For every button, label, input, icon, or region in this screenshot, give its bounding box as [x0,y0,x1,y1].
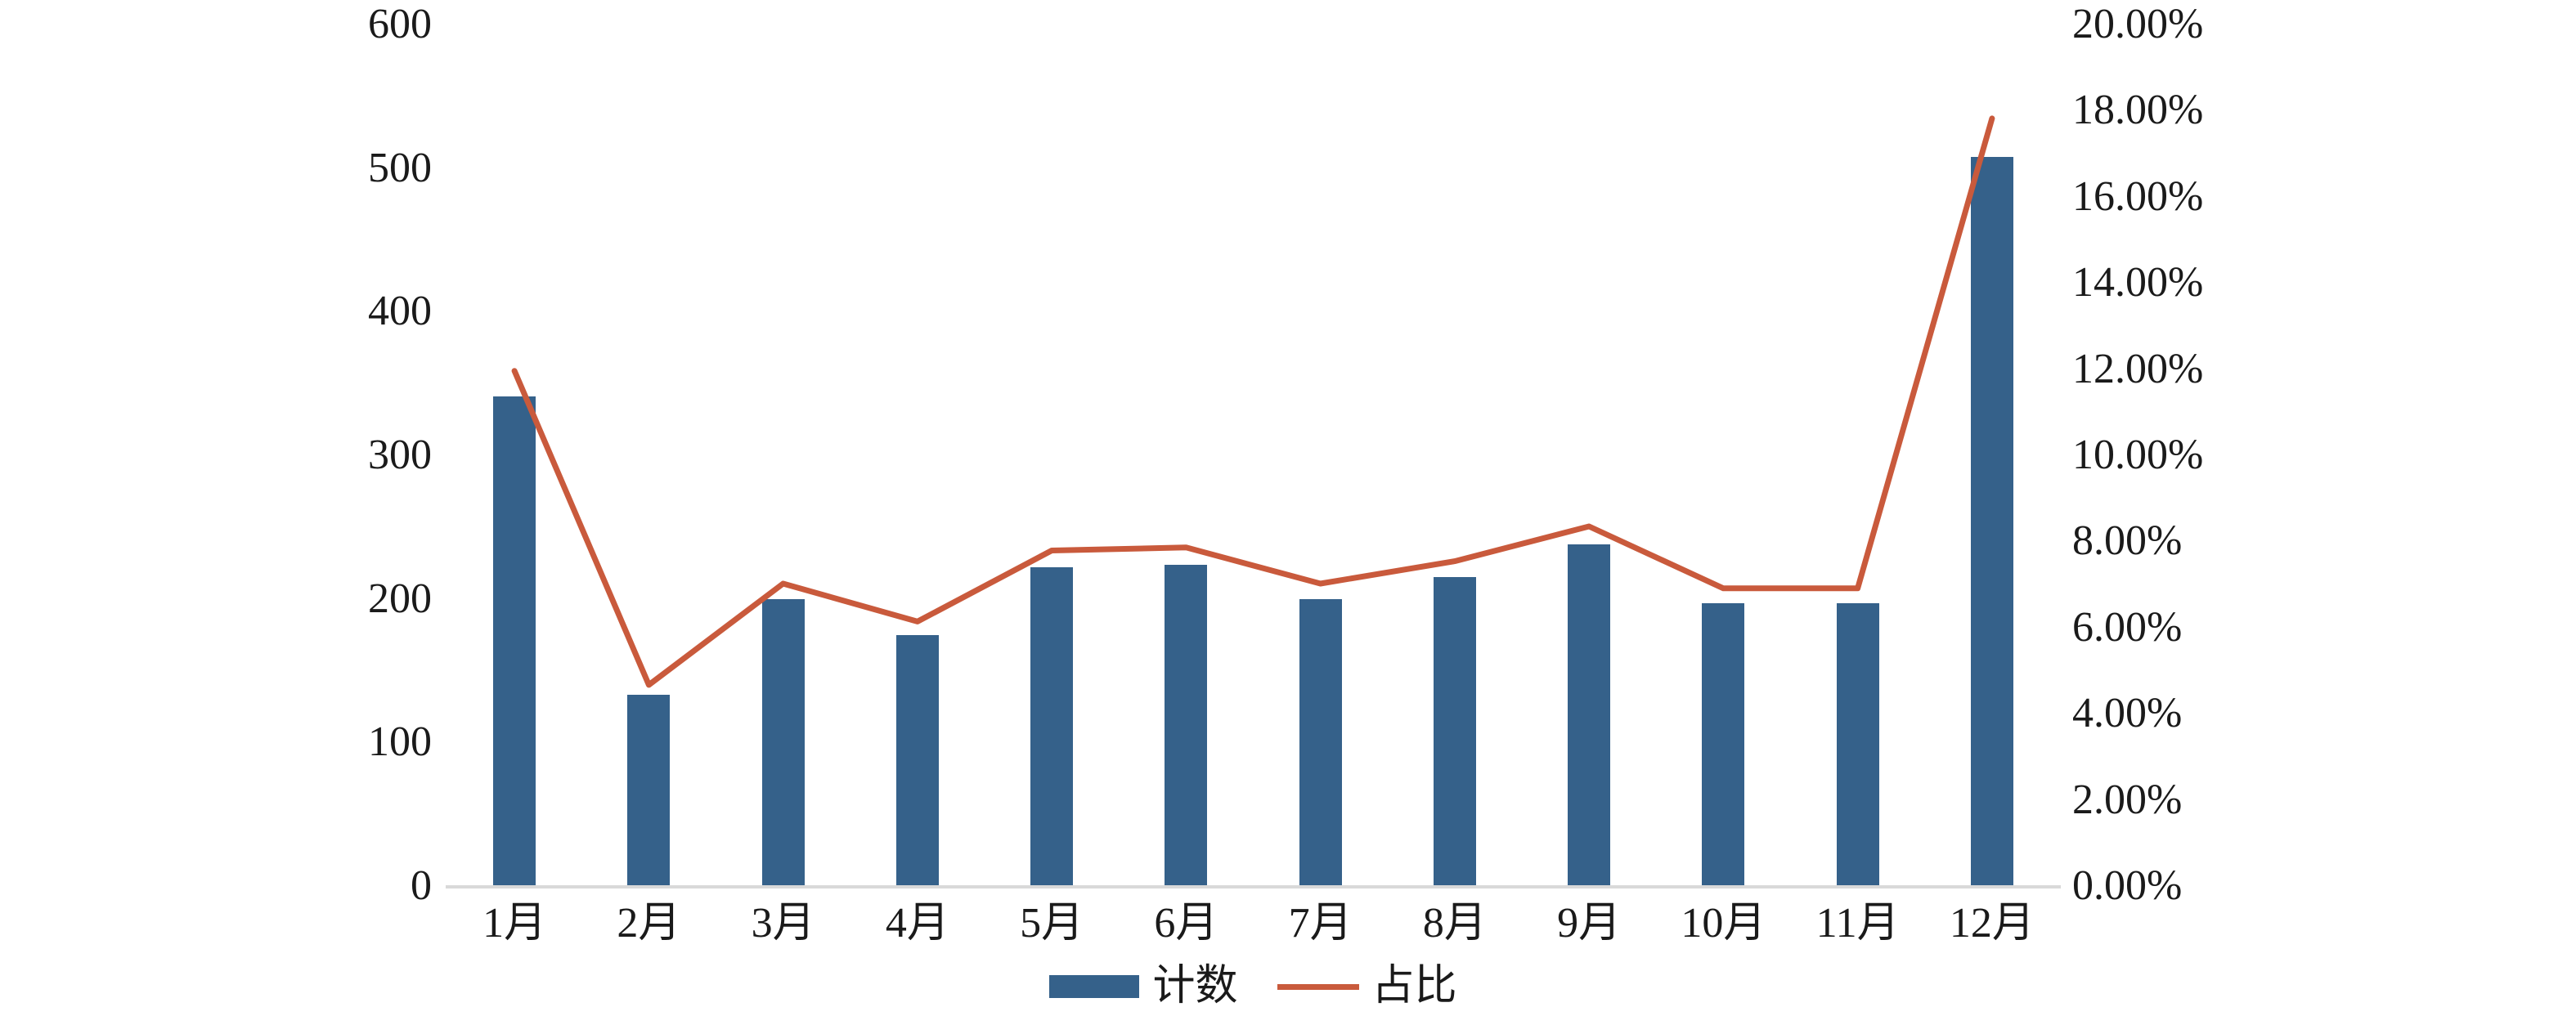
bar-5月 [1030,567,1074,886]
x-axis-label-1月: 1月 [482,900,547,947]
bar-9月 [1568,544,1611,886]
x-axis-label-2月: 2月 [617,900,681,947]
bar-12月 [1970,156,2013,886]
right-axis-tick: 0.00% [2072,862,2183,909]
bar-6月 [1165,564,1208,886]
x-axis-label-10月: 10月 [1681,900,1766,947]
right-axis-tick: 16.00% [2072,172,2204,220]
line-series-swatch [1277,983,1359,990]
ratio-line [511,115,1995,688]
bar-3月 [761,598,805,886]
bar-1月 [493,396,536,886]
left-axis-tick: 0 [411,862,432,909]
x-axis-label-7月: 7月 [1288,900,1353,947]
left-axis-tick: 200 [368,575,432,622]
right-axis-tick: 4.00% [2072,690,2183,737]
right-axis-tick: 18.00% [2072,87,2204,134]
bar-8月 [1433,577,1476,886]
x-axis-label-4月: 4月 [885,900,949,947]
bar-series-swatch [1049,975,1140,998]
x-axis-label-8月: 8月 [1422,900,1487,947]
x-axis-label-5月: 5月 [1020,900,1084,947]
right-axis-tick: 8.00% [2072,517,2183,565]
left-axis-tick: 400 [368,288,432,335]
right-axis-tick: 6.00% [2072,603,2183,651]
right-axis-tick: 14.00% [2072,259,2204,307]
x-axis-label-11月: 11月 [1815,900,1900,947]
bar-2月 [627,695,671,886]
bar-7月 [1299,598,1342,886]
left-axis-tick: 600 [368,1,432,47]
right-axis-tick: 20.00% [2072,1,2204,47]
legend-label-count: 计数 [1152,963,1238,1009]
right-axis-tick: 10.00% [2072,432,2204,478]
x-axis-label-6月: 6月 [1154,900,1218,947]
left-axis-tick: 100 [368,718,432,766]
legend-item-count: 计数 [1049,963,1238,1009]
bar-11月 [1836,602,1879,886]
x-axis-label-3月: 3月 [751,900,815,947]
x-axis-label-12月: 12月 [1949,900,2035,947]
x-axis-line [446,885,2061,888]
legend-item-ratio: 占比 [1277,965,1457,1008]
left-axis-tick: 300 [368,432,432,478]
bar-10月 [1702,602,1745,886]
legend-label-ratio: 占比 [1371,963,1457,1009]
right-axis-tick: 2.00% [2072,776,2183,823]
x-axis-label-9月: 9月 [1557,900,1622,947]
legend: 计数 占比 [447,963,2059,1010]
bar-4月 [895,634,939,886]
left-axis-tick: 500 [368,144,432,191]
right-axis-tick: 12.00% [2072,345,2204,392]
